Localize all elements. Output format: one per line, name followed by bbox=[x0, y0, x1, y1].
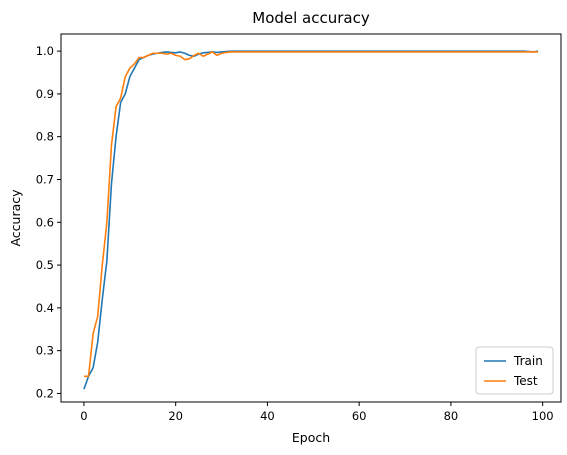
y-tick-label: 0.8 bbox=[36, 130, 54, 144]
y-tick-label: 0.4 bbox=[36, 301, 54, 315]
axis-ticks: 0 20 40 60 80 100 0.2 0.3 0.4 0.5 0.6 0.7 0.8 0.9 1.0 bbox=[36, 44, 554, 423]
x-axis-label: Epoch bbox=[292, 430, 330, 445]
x-tick-label: 80 bbox=[444, 409, 459, 423]
legend: Train Test bbox=[475, 346, 554, 395]
y-tick-label: 1.0 bbox=[36, 44, 54, 58]
series-line-test bbox=[83, 51, 539, 378]
y-tick-label: 0.6 bbox=[36, 215, 54, 229]
chart-title: Model accuracy bbox=[252, 9, 370, 27]
y-tick-label: 0.2 bbox=[36, 386, 54, 400]
x-tick-label: 0 bbox=[80, 409, 87, 423]
plot-frame bbox=[60, 33, 562, 403]
legend-label-train: Train bbox=[513, 354, 543, 368]
legend-box bbox=[475, 346, 554, 395]
y-tick-label: 0.3 bbox=[36, 344, 54, 358]
x-tick-label: 40 bbox=[260, 409, 275, 423]
y-tick-label: 0.7 bbox=[36, 172, 54, 186]
y-tick-label: 0.9 bbox=[36, 87, 54, 101]
series-lines bbox=[83, 50, 539, 390]
x-tick-label: 100 bbox=[532, 409, 554, 423]
y-tick-label: 0.5 bbox=[36, 258, 54, 272]
y-axis-label: Accuracy bbox=[8, 189, 23, 247]
x-tick-label: 20 bbox=[168, 409, 183, 423]
x-tick-label: 60 bbox=[352, 409, 367, 423]
legend-label-test: Test bbox=[513, 374, 538, 388]
